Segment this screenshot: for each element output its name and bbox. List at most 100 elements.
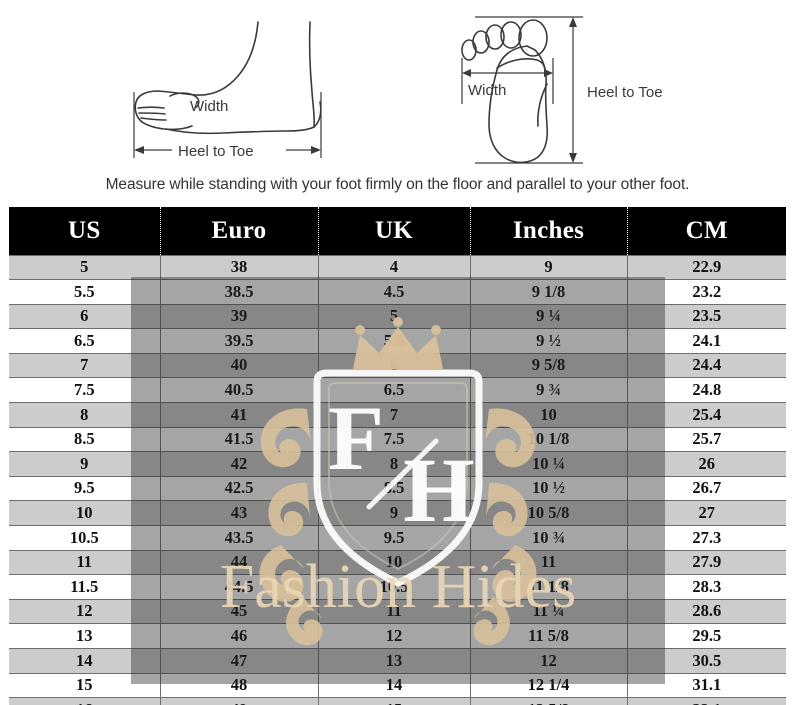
cell-inches: 9 xyxy=(470,254,628,280)
cell-euro: 40.5 xyxy=(160,377,319,403)
side-width-label: Width xyxy=(190,98,228,115)
cell-cm: 24.8 xyxy=(627,377,786,403)
table-row: 11.5 44.5 10.5 11 1/8 28.3 xyxy=(9,574,786,600)
cell-euro: 44.5 xyxy=(160,574,319,600)
table-body: 5 38 4 9 22.9 5.5 38.5 4.5 9 1/8 23.2 6 39 5 9 ¼ 23.5 6… xyxy=(9,254,786,705)
cell-us: 9.5 xyxy=(9,475,161,501)
cell-uk: 7.5 xyxy=(318,426,471,452)
cell-cm: 26 xyxy=(627,451,786,477)
cell-inches: 10 5/8 xyxy=(470,500,628,526)
cell-inches: 11 5/8 xyxy=(470,623,628,649)
cell-cm: 27.3 xyxy=(627,525,786,551)
cell-us: 6.5 xyxy=(9,328,161,354)
cell-euro: 39.5 xyxy=(160,328,319,354)
cell-us: 8.5 xyxy=(9,426,161,452)
size-conversion-table: US Euro UK Inches CM 5 38 4 9 22.9 5.5 38.5 4.5… xyxy=(9,207,786,705)
cell-cm: 25.4 xyxy=(627,402,786,428)
cell-us: 7 xyxy=(9,352,161,378)
table-row: 12 45 11 11 ¼ 28.6 xyxy=(9,598,786,624)
table-row: 15 48 14 12 1/4 31.1 xyxy=(9,672,786,698)
cell-inches: 9 ½ xyxy=(470,328,628,354)
cell-uk: 6 xyxy=(318,352,471,378)
foot-sole-view-diagram: Width Heel to Toe xyxy=(405,0,705,172)
cell-uk: 8.5 xyxy=(318,475,471,501)
cell-us: 7.5 xyxy=(9,377,161,403)
cell-inches: 9 ¾ xyxy=(470,377,628,403)
side-length-label: Heel to Toe xyxy=(178,143,254,160)
table-row: 16491512 5/832.1 xyxy=(9,697,786,705)
cell-uk: 10 xyxy=(318,549,471,575)
cell-cm: 25.7 xyxy=(627,426,786,452)
cell-cm: 32.1 xyxy=(627,697,786,705)
cell-inches: 10 ¼ xyxy=(470,451,628,477)
cell-euro: 47 xyxy=(160,648,319,674)
column-header-us: US xyxy=(9,207,161,255)
cell-euro: 42 xyxy=(160,451,319,477)
cell-uk: 7 xyxy=(318,402,471,428)
cell-euro: 42.5 xyxy=(160,475,319,501)
top-arrow-up xyxy=(569,17,577,27)
cell-uk: 15 xyxy=(318,697,471,705)
cell-inches: 9 5/8 xyxy=(470,352,628,378)
cell-euro: 41 xyxy=(160,402,319,428)
cell-inches: 9 1/8 xyxy=(470,279,628,305)
cell-uk: 8 xyxy=(318,451,471,477)
column-header-inches: Inches xyxy=(470,207,628,255)
table-row: 7 40 6 9 5/8 24.4 xyxy=(9,352,786,378)
cell-euro: 39 xyxy=(160,303,319,329)
cell-us: 6 xyxy=(9,303,161,329)
cell-cm: 28.6 xyxy=(627,598,786,624)
cell-uk: 4 xyxy=(318,254,471,280)
cell-us: 14 xyxy=(9,648,161,674)
cell-euro: 45 xyxy=(160,598,319,624)
table-row: 6 39 5 9 ¼ 23.5 xyxy=(9,303,786,329)
side-length-label-bg xyxy=(172,140,286,160)
measurement-instruction: Measure while standing with your foot fi… xyxy=(105,176,690,193)
cell-cm: 26.7 xyxy=(627,475,786,501)
cell-euro: 46 xyxy=(160,623,319,649)
table-header: US Euro UK Inches CM xyxy=(9,207,786,255)
cell-inches: 11 ¼ xyxy=(470,598,628,624)
table-row: 5 38 4 9 22.9 xyxy=(9,254,786,280)
cell-cm: 29.5 xyxy=(627,623,786,649)
cell-inches: 12 xyxy=(470,648,628,674)
foot-measurement-diagrams: Width Heel to Toe xyxy=(0,0,795,172)
table-row: 11 44 10 11 27.9 xyxy=(9,549,786,575)
cell-uk: 12 xyxy=(318,623,471,649)
cell-us: 11 xyxy=(9,549,161,575)
cell-us: 8 xyxy=(9,402,161,428)
table-header-row: US Euro UK Inches CM xyxy=(9,207,786,255)
cell-euro: 43.5 xyxy=(160,525,319,551)
table-row: 7.5 40.5 6.5 9 ¾ 24.8 xyxy=(9,377,786,403)
cell-inches: 10 xyxy=(470,402,628,428)
top-width-arrow-left xyxy=(462,69,471,77)
cell-euro: 41.5 xyxy=(160,426,319,452)
cell-cm: 24.1 xyxy=(627,328,786,354)
cell-cm: 24.4 xyxy=(627,352,786,378)
table-row: 6.5 39.5 5.5 9 ½ 24.1 xyxy=(9,328,786,354)
size-conversion-table-wrapper: US Euro UK Inches CM 5 38 4 9 22.9 5.5 38.5 4.5… xyxy=(9,207,786,705)
cell-us: 5.5 xyxy=(9,279,161,305)
cell-cm: 23.5 xyxy=(627,303,786,329)
cell-uk: 5 xyxy=(318,303,471,329)
column-header-uk: UK xyxy=(318,207,471,255)
table-row: 8.5 41.5 7.5 10 1/8 25.7 xyxy=(9,426,786,452)
cell-euro: 49 xyxy=(160,697,319,705)
cell-cm: 30.5 xyxy=(627,648,786,674)
cell-uk: 4.5 xyxy=(318,279,471,305)
cell-cm: 27.9 xyxy=(627,549,786,575)
cell-euro: 38.5 xyxy=(160,279,319,305)
cell-us: 9 xyxy=(9,451,161,477)
cell-cm: 31.1 xyxy=(627,672,786,698)
cell-us: 11.5 xyxy=(9,574,161,600)
table-row: 14 47 13 12 30.5 xyxy=(9,648,786,674)
table-row: 10 43 9 10 5/8 27 xyxy=(9,500,786,526)
cell-uk: 9 xyxy=(318,500,471,526)
cell-euro: 43 xyxy=(160,500,319,526)
cell-euro: 40 xyxy=(160,352,319,378)
cell-us: 13 xyxy=(9,623,161,649)
cell-cm: 27 xyxy=(627,500,786,526)
cell-inches: 10 ½ xyxy=(470,475,628,501)
cell-cm: 23.2 xyxy=(627,279,786,305)
